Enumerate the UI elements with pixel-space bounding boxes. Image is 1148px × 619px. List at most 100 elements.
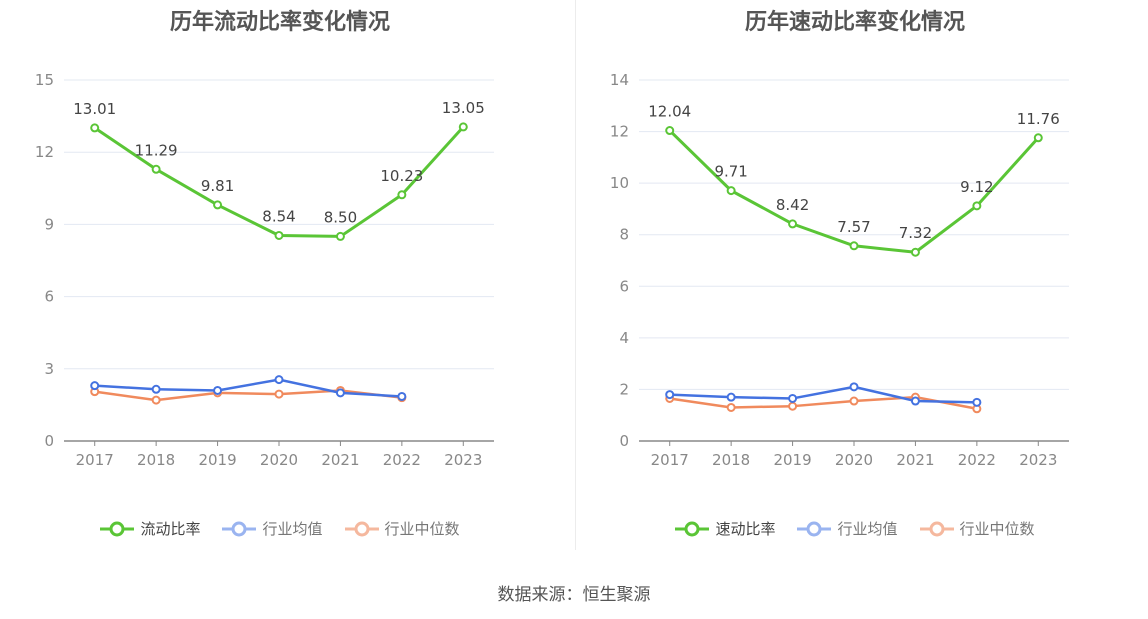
data-point bbox=[151, 395, 161, 405]
x-tick-label: 2019 bbox=[198, 451, 236, 469]
legend-item-current-ratio[interactable]: 流动比率 bbox=[100, 518, 200, 539]
chart-panel-quick-ratio: 历年速动比率变化情况 0 2 4 6 8 10 12 14 2017 2018 2019 2020 20… bbox=[575, 0, 1148, 560]
x-tick-label: 2023 bbox=[444, 451, 482, 469]
y-tick-label: 10 bbox=[610, 174, 629, 192]
data-point bbox=[274, 375, 284, 385]
data-point bbox=[788, 401, 798, 411]
data-point bbox=[726, 186, 736, 196]
data-point bbox=[335, 231, 345, 241]
data-point bbox=[972, 201, 982, 211]
y-tick-label: 12 bbox=[610, 123, 629, 141]
y-tick-label: 6 bbox=[44, 288, 54, 306]
data-point bbox=[274, 230, 284, 240]
legend-label: 行业均值 bbox=[837, 520, 898, 538]
data-label: 8.50 bbox=[324, 208, 357, 226]
line-chart-current-ratio: 0 3 6 9 12 15 2017 2018 2019 2020 2021 2022 2023 13.0… bbox=[35, 71, 494, 469]
legend: 速动比率 行业均值 行业中位数 bbox=[575, 518, 1135, 539]
data-point bbox=[90, 123, 100, 133]
x-tick-label: 2020 bbox=[260, 451, 298, 469]
line-chart-quick-ratio: 0 2 4 6 8 10 12 14 2017 2018 2019 2020 2021 2022 2023 1… bbox=[610, 71, 1069, 469]
data-point bbox=[151, 384, 161, 394]
data-point bbox=[397, 190, 407, 200]
data-label: 11.29 bbox=[135, 141, 178, 159]
data-point bbox=[849, 396, 859, 406]
data-point bbox=[397, 391, 407, 401]
data-point bbox=[910, 247, 920, 257]
data-label: 11.76 bbox=[1017, 110, 1060, 128]
legend-line-icon bbox=[222, 521, 257, 536]
x-tick-label: 2021 bbox=[896, 451, 934, 469]
legend-item-industry-median[interactable]: 行业中位数 bbox=[919, 518, 1035, 539]
data-point bbox=[788, 393, 798, 403]
data-label: 13.01 bbox=[73, 100, 116, 118]
data-point bbox=[151, 164, 161, 174]
data-label: 7.57 bbox=[837, 218, 870, 236]
legend-line-icon bbox=[344, 521, 379, 536]
data-label: 9.81 bbox=[201, 177, 234, 195]
y-tick-label: 4 bbox=[619, 329, 629, 347]
data-label: 9.12 bbox=[960, 178, 993, 196]
data-point bbox=[90, 381, 100, 391]
data-point bbox=[726, 402, 736, 412]
legend-label: 速动比率 bbox=[715, 520, 776, 538]
legend-label: 行业中位数 bbox=[384, 520, 460, 538]
chart-title: 历年速动比率变化情况 bbox=[744, 10, 965, 35]
legend-item-industry-median[interactable]: 行业中位数 bbox=[344, 518, 460, 539]
data-point bbox=[335, 388, 345, 398]
x-tick-label: 2018 bbox=[712, 451, 750, 469]
legend: 流动比率 行业均值 行业中位数 bbox=[0, 518, 560, 539]
data-point bbox=[665, 126, 675, 136]
x-tick-label: 2021 bbox=[321, 451, 359, 469]
data-point bbox=[458, 122, 468, 132]
x-tick-label: 2023 bbox=[1019, 451, 1057, 469]
legend-label: 行业中位数 bbox=[959, 520, 1035, 538]
data-point bbox=[274, 389, 284, 399]
data-point bbox=[910, 396, 920, 406]
y-tick-label: 6 bbox=[619, 277, 629, 295]
legend-item-industry-average[interactable]: 行业均值 bbox=[797, 518, 898, 539]
y-tick-label: 12 bbox=[35, 143, 54, 161]
data-point bbox=[849, 382, 859, 392]
series-line bbox=[94, 389, 403, 402]
panel-divider bbox=[575, 0, 576, 550]
data-label: 13.05 bbox=[442, 99, 485, 117]
legend-label: 流动比率 bbox=[140, 520, 201, 538]
data-point bbox=[213, 200, 223, 210]
x-tick-label: 2019 bbox=[773, 451, 811, 469]
data-source-note: 数据来源：恒生聚源 bbox=[497, 585, 651, 605]
y-tick-label: 3 bbox=[44, 360, 54, 378]
legend-line-icon bbox=[100, 521, 135, 536]
data-point bbox=[1033, 133, 1043, 143]
chart-panel-current-ratio: 历年流动比率变化情况 0 3 6 9 12 15 2017 2018 2019 2020 2021 2… bbox=[0, 0, 574, 560]
data-point bbox=[972, 397, 982, 407]
x-tick-label: 2020 bbox=[835, 451, 873, 469]
chart-title: 历年流动比率变化情况 bbox=[169, 10, 390, 35]
legend-line-icon bbox=[797, 521, 832, 536]
legend-item-quick-ratio[interactable]: 速动比率 bbox=[675, 518, 775, 539]
legend-line-icon bbox=[919, 521, 954, 536]
y-tick-label: 0 bbox=[619, 432, 629, 450]
legend-item-industry-average[interactable]: 行业均值 bbox=[222, 518, 323, 539]
series-line bbox=[94, 378, 402, 398]
data-point bbox=[849, 241, 859, 251]
y-tick-label: 0 bbox=[44, 432, 54, 450]
data-label: 8.54 bbox=[262, 207, 295, 225]
y-tick-label: 15 bbox=[35, 71, 54, 89]
data-label: 9.71 bbox=[714, 163, 747, 181]
legend-label: 行业均值 bbox=[262, 520, 323, 538]
data-point bbox=[726, 392, 736, 402]
x-tick-label: 2022 bbox=[958, 451, 996, 469]
series-line bbox=[669, 395, 978, 410]
y-tick-label: 9 bbox=[44, 215, 54, 233]
y-tick-label: 14 bbox=[610, 71, 629, 89]
y-tick-label: 8 bbox=[619, 226, 629, 244]
x-tick-label: 2018 bbox=[137, 451, 175, 469]
legend-line-icon bbox=[675, 521, 710, 536]
data-label: 10.23 bbox=[380, 167, 423, 185]
data-point bbox=[213, 385, 223, 395]
data-label: 12.04 bbox=[648, 103, 691, 121]
x-tick-label: 2017 bbox=[76, 451, 114, 469]
data-label: 8.42 bbox=[776, 196, 809, 214]
data-label: 7.32 bbox=[899, 224, 932, 242]
y-tick-label: 2 bbox=[619, 380, 629, 398]
